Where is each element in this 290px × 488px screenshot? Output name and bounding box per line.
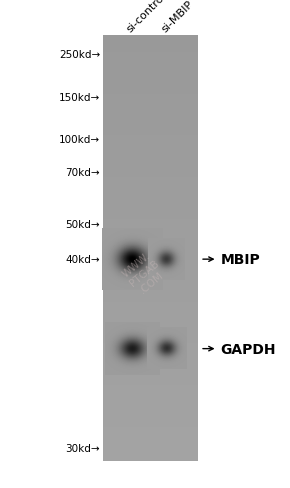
Text: 150kd→: 150kd→ — [59, 93, 100, 102]
Text: 30kd→: 30kd→ — [66, 443, 100, 453]
Text: WWW.
PTGAB
.COM: WWW. PTGAB .COM — [120, 249, 168, 297]
Text: si-MBIP: si-MBIP — [160, 0, 195, 34]
Text: 40kd→: 40kd→ — [66, 255, 100, 264]
Text: 50kd→: 50kd→ — [66, 220, 100, 229]
Text: MBIP: MBIP — [220, 253, 260, 266]
Text: GAPDH: GAPDH — [220, 342, 276, 356]
Text: 70kd→: 70kd→ — [66, 167, 100, 177]
Text: si-control: si-control — [125, 0, 168, 34]
Text: 250kd→: 250kd→ — [59, 50, 100, 60]
Text: 100kd→: 100kd→ — [59, 135, 100, 145]
